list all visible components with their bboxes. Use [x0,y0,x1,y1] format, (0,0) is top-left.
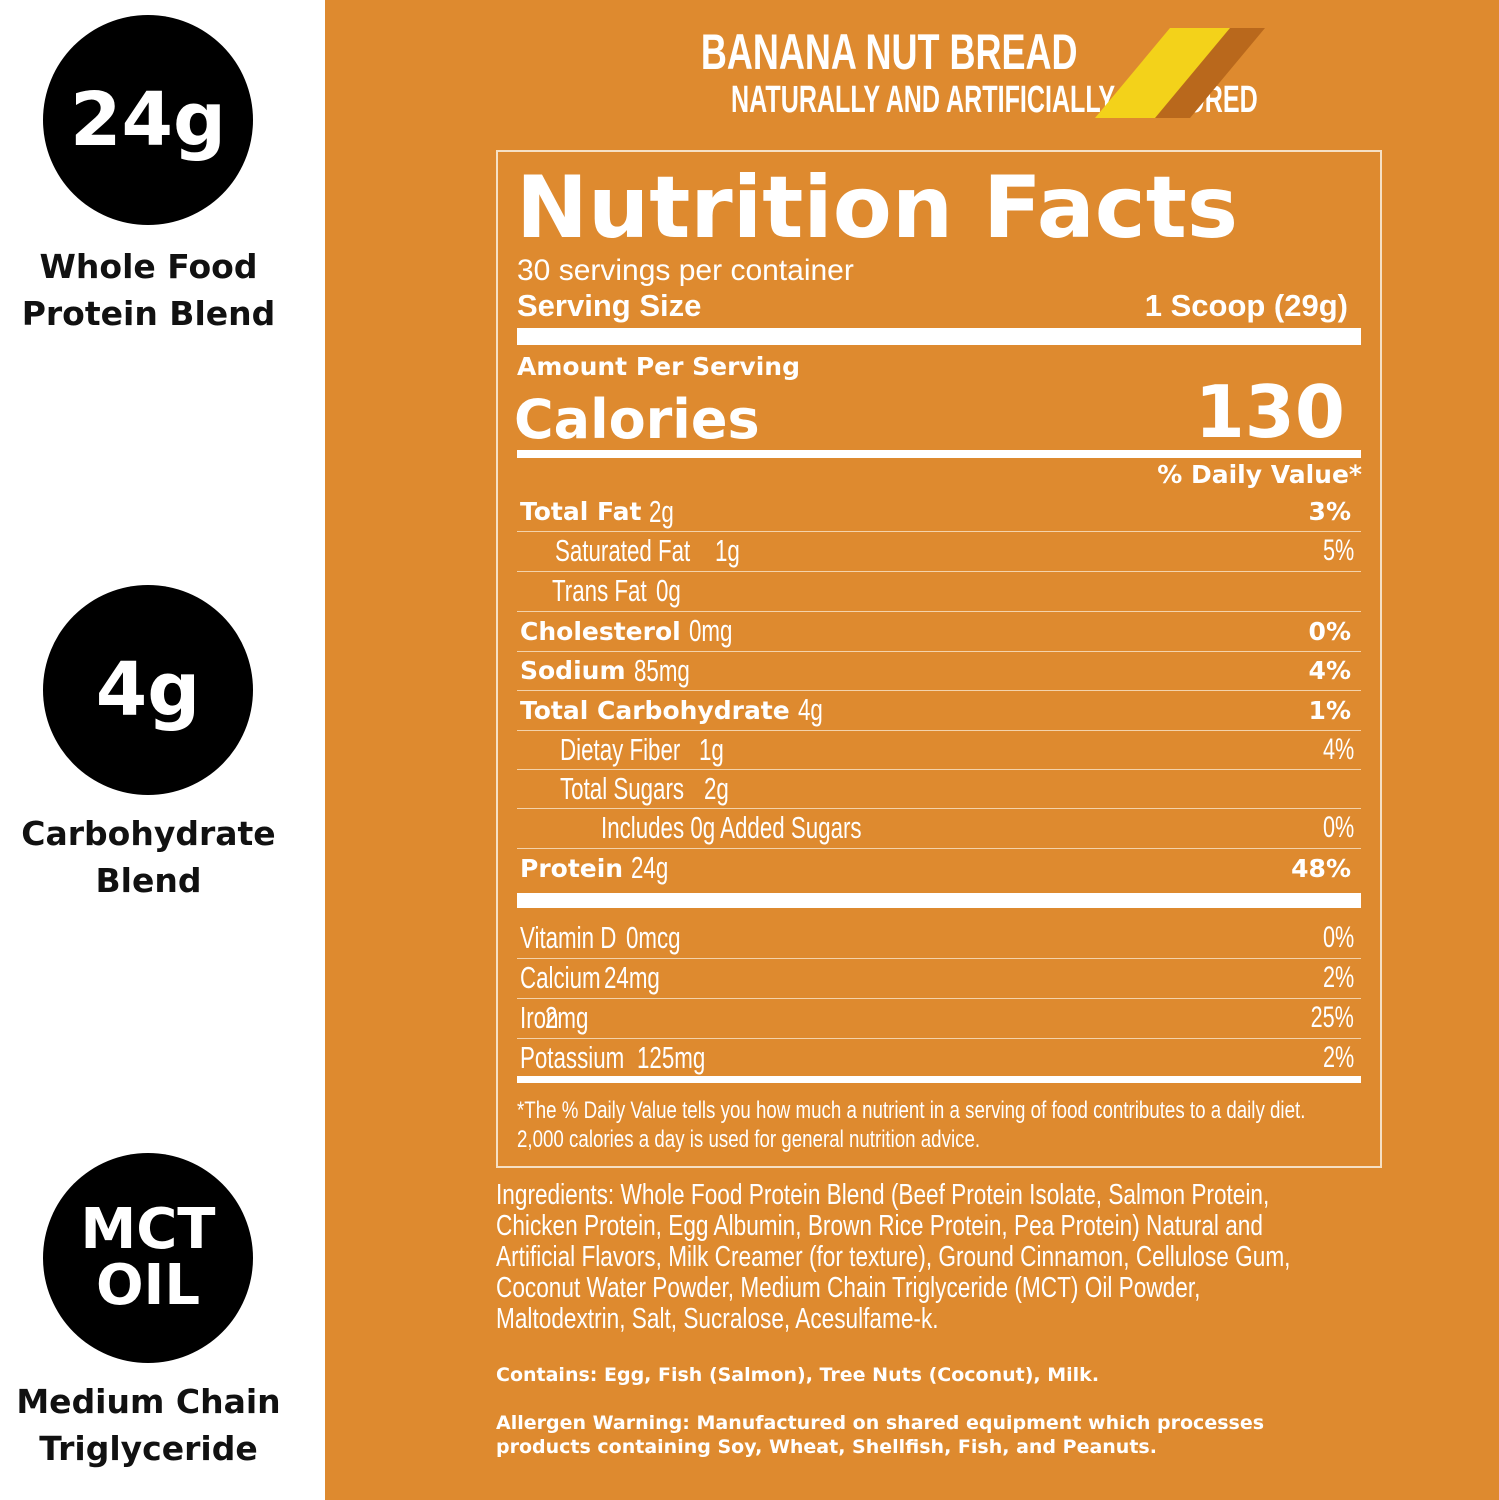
nutrient-name: Trans Fat [552,573,647,608]
flavor-subtitle: NATURALLY AND ARTIFICIALLY FLAVORED [731,79,1258,121]
daily-value: 48% [1291,853,1351,883]
nutrient-name: Saturated Fat [555,533,691,568]
nutrient-amount: 2g [704,770,730,806]
nutrient-name: Protein [520,853,624,883]
daily-value: 0% [1322,811,1354,844]
allergen-warning: Allergen Warning: Manufactured on shared… [496,1412,1265,1458]
badge-label-line: Medium Chain [16,1382,281,1421]
nutrient-row: Total Carbohydrate 4g 1% [517,690,1361,731]
badge-label-line: Blend [95,861,202,900]
badge-value: 24g [70,77,226,163]
nutrient-name: Iron [520,1000,559,1035]
nutrient-name: Includes 0g Added Sugars [601,810,862,845]
nutrient-amount: 0g [655,573,681,608]
daily-value: 4% [1308,656,1351,685]
nutrient-row: Trans Fat 0g [517,571,1361,612]
daily-value: 0% [1322,921,1354,954]
badge-label: Medium Chain Triglyceride [0,1378,297,1472]
badge-label-line: Protein Blend [21,294,276,333]
daily-value: 3% [1308,497,1351,526]
nutrient-row: Vitamin D 0mcg 0% [517,918,1361,959]
flavor-title: BANANA NUT BREAD [700,24,1078,80]
footnote: *The % Daily Value tells you how much a … [517,1097,1306,1153]
daily-value-header: % Daily Value* [1157,460,1362,489]
nutrient-row: Cholesterol 0mg 0% [517,611,1361,652]
daily-value: 5% [1322,534,1354,567]
serving-size-label: Serving Size [517,288,702,323]
badge: 4g [43,585,253,795]
nutrient-amount: 2g [649,493,675,529]
nutrient-row: Iron 2mg 25% [517,998,1361,1039]
nutrient-name: Dietay Fiber [560,731,681,767]
nutrient-row: Total Sugars 2g [517,769,1361,809]
nutrient-amount: 0mg [688,613,733,648]
daily-value: 1% [1308,695,1351,725]
contains: Contains: Egg, Fish (Salmon), Tree Nuts … [496,1364,1100,1386]
daily-value: 25% [1310,1001,1354,1034]
medium-rule [517,1076,1361,1083]
label-panel [325,0,1499,1500]
badge-value: 4g [95,647,201,733]
amount-per-serving: Amount Per Serving [517,352,800,381]
daily-value: 2% [1322,961,1354,994]
serving-size: 1 Scoop (29g) [1144,288,1348,323]
calories-label: Calories [514,388,760,451]
nutrient-amount: 85mg [633,652,690,688]
badge: 24g [43,15,253,225]
nutrient-row: Sodium 85mg 4% [517,651,1361,691]
nutrient-row: Potassium 125mg 2% [517,1038,1361,1078]
nutrient-name: Total Sugars [560,770,685,806]
servings: 30 servings per container [517,254,854,287]
ingredients: Ingredients: Whole Food Protein Blend (B… [496,1179,1291,1335]
daily-value: 4% [1322,732,1354,766]
thick-rule [517,893,1361,908]
badge-label: Carbohydrate Blend [0,810,297,904]
nutrition-box [496,150,1382,1168]
nutrient-amount: 24g [631,850,669,885]
nutrient-amount: 4g [797,692,823,727]
nutrient-name: Total Carbohydrate [520,695,790,725]
medium-rule [517,450,1361,458]
nutrient-row: Protein 24g 48% [517,848,1361,888]
badge-label: Whole Food Protein Blend [0,243,297,337]
nutrient-row: Dietay Fiber 1g 4% [517,730,1361,770]
badge-value: OIL [95,1253,201,1318]
badge-label-line: Triglyceride [39,1429,258,1468]
stripe [1095,28,1230,118]
daily-value: 2% [1322,1041,1354,1074]
badge-value: MCT [80,1197,216,1262]
nutrient-amount: 0mcg [625,920,681,955]
nutrient-amount: 125mg [636,1040,705,1075]
calories-value: 130 [1194,370,1345,454]
nutrient-name: Vitamin D [520,920,617,955]
nutrient-name: Sodium [520,656,626,685]
nutrient-name: Total Fat [520,497,642,526]
nutrient-row: Includes 0g Added Sugars 0% [517,808,1361,849]
nutrient-amount: 2mg [545,1000,589,1035]
nutrition-title: Nutrition Facts [516,158,1239,258]
badge: MCT OIL [43,1153,253,1363]
daily-value: 0% [1308,616,1351,646]
nutrient-row: Saturated Fat 1g 5% [517,531,1361,572]
nutrient-row: Calcium 24mg 2% [517,958,1361,999]
nutrient-row: Total Fat 2g 3% [517,492,1361,532]
nutrient-amount: 24mg [603,960,660,995]
nutrient-amount: 1g [699,731,724,767]
nutrient-name: Potassium [520,1040,625,1075]
nutrient-name: Cholesterol [520,616,681,646]
badge-label-line: Whole Food [39,247,258,286]
nutrient-amount: 1g [714,533,740,568]
badge-label-line: Carbohydrate [21,814,276,853]
flavor-stripes [1095,28,1265,118]
thick-rule [517,328,1361,345]
nutrient-name: Calcium [520,960,601,995]
header: BANANA NUT BREAD NATURALLY AND ARTIFICIA… [560,24,1258,121]
